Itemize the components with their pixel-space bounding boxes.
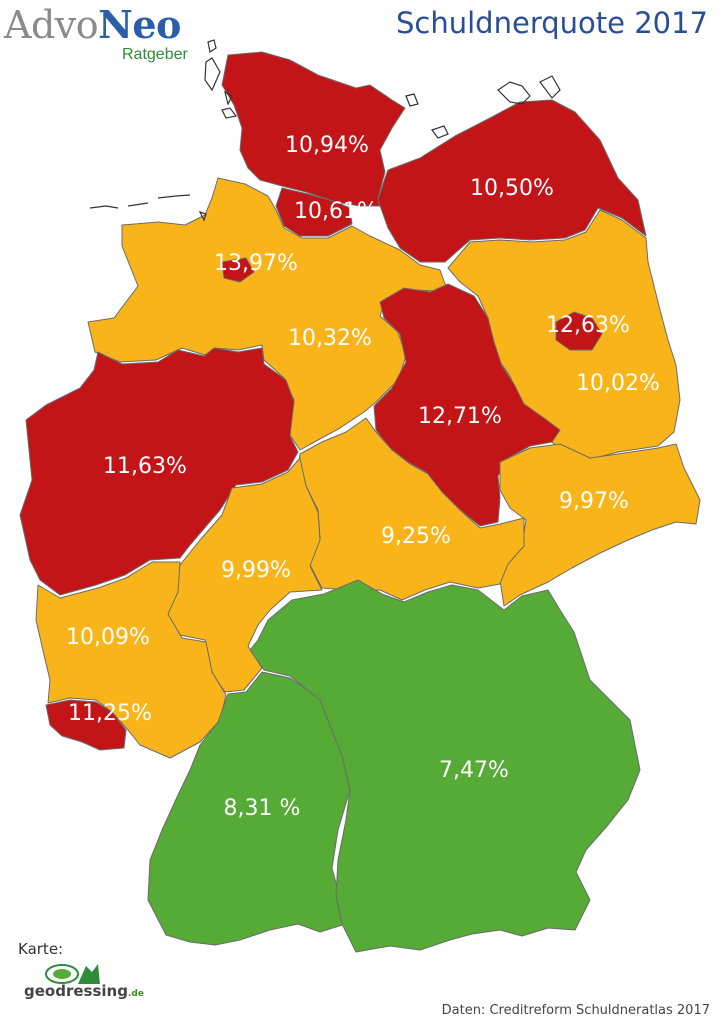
region-label-baden-wuerttemberg: 8,31 %	[224, 796, 301, 821]
north-sea-islands	[89, 39, 561, 222]
region-label-sachsen: 9,97%	[559, 489, 629, 514]
logo-neo-text: Neo	[98, 2, 181, 47]
region-hamburg[interactable]	[275, 187, 353, 237]
region-mecklenburg-vorpommern[interactable]	[377, 99, 647, 263]
region-label-bremen: 13,97%	[214, 251, 298, 276]
region-sachsen-anhalt[interactable]	[373, 283, 561, 527]
region-label-hessen: 9,99%	[221, 558, 291, 583]
map-title: Schuldnerquote 2017	[396, 6, 708, 40]
region-label-brandenburg: 10,02%	[576, 371, 660, 396]
logo-subtitle: Ratgeber	[122, 46, 188, 63]
region-label-mecklenburg-vorpommern: 10,50%	[470, 176, 554, 201]
region-label-niedersachsen: 10,32%	[288, 326, 372, 351]
advoneo-logo: AdvoNeo Ratgeber	[4, 0, 234, 70]
region-label-sachsen-anhalt: 12,71%	[418, 404, 502, 429]
geodressing-wordmark: geodressing.de	[24, 982, 144, 1000]
region-niedersachsen[interactable]	[87, 177, 449, 451]
region-label-bayern: 7,47%	[439, 758, 509, 783]
region-bremen[interactable]	[221, 257, 255, 283]
data-source: Daten: Creditreform Schuldneratlas 2017	[441, 1003, 710, 1018]
logo-advo-text: Advo	[4, 3, 99, 47]
region-label-berlin: 12,63%	[546, 313, 630, 338]
geodressing-logo: geodressing.de	[22, 960, 144, 1004]
region-label-saarland: 11,25%	[68, 701, 152, 726]
region-bayern[interactable]	[249, 579, 641, 953]
region-label-hamburg: 10,61%	[294, 199, 378, 224]
region-label-schleswig-holstein: 10,94%	[285, 133, 369, 158]
region-sachsen[interactable]	[499, 443, 701, 607]
region-schleswig-holstein[interactable]	[221, 51, 406, 207]
logo-wordmark: AdvoNeo	[4, 2, 181, 47]
region-label-thueringen: 9,25%	[381, 524, 451, 549]
region-label-nordrhein-westfalen: 11,63%	[103, 454, 187, 479]
region-berlin[interactable]	[555, 311, 603, 351]
map-credit-label: Karte:	[18, 940, 64, 958]
geodressing-brand: geodressing	[24, 982, 128, 1000]
region-label-rheinland-pfalz: 10,09%	[66, 625, 150, 650]
geodressing-tld: .de	[127, 989, 144, 999]
geodressing-logo-icon	[45, 964, 100, 984]
region-saarland[interactable]	[45, 699, 127, 751]
